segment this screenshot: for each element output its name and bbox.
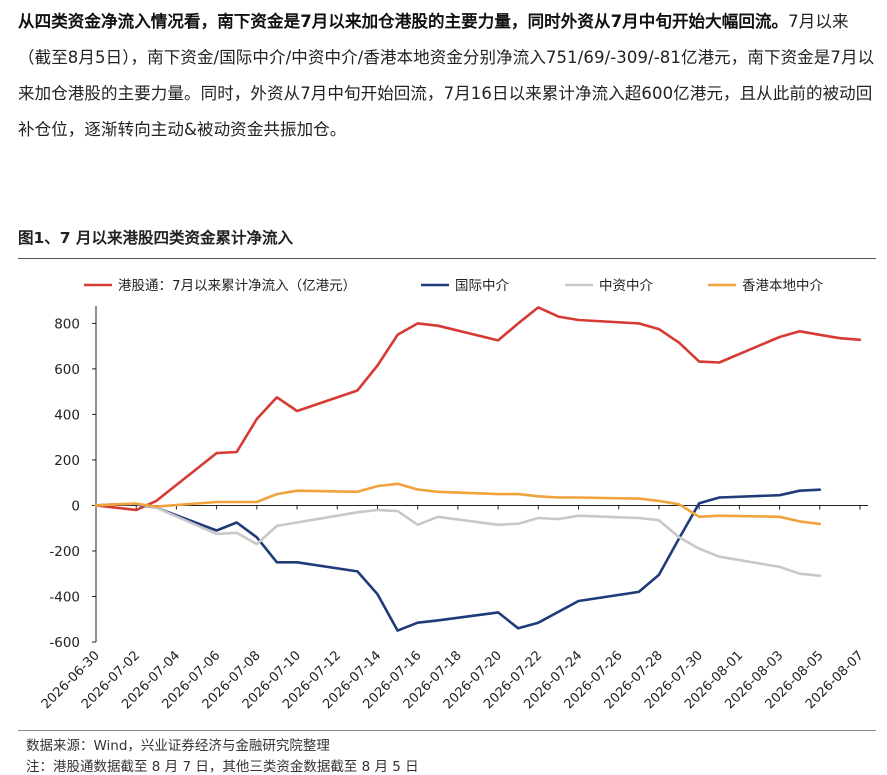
title-divider xyxy=(18,258,876,259)
legend-label-4: 香港本地中介 xyxy=(742,278,823,294)
y-tick-label: 400 xyxy=(54,407,80,423)
intro-body: 7月以来（截至8月5日），南下资金/国际中介/中资中介/香港本地资金分别净流入7… xyxy=(18,12,875,139)
figure-title: 图1、7 月以来港股四类资金累计净流入 xyxy=(18,229,293,247)
y-tick-label: -400 xyxy=(49,589,80,605)
y-tick-label: -600 xyxy=(49,635,80,651)
series-line-2 xyxy=(94,488,822,632)
series-line-4 xyxy=(94,482,822,526)
intro-paragraph: 从四类资金净流入情况看，南下资金是7月以来加仓港股的主要力量，同时外资从7月中旬… xyxy=(18,4,876,148)
legend-label-2: 国际中介 xyxy=(455,278,509,294)
chart-series xyxy=(94,306,862,632)
y-tick-label: 600 xyxy=(54,362,80,378)
y-tick-label: 200 xyxy=(54,453,80,469)
source-divider xyxy=(18,730,876,731)
line-chart: 港股通：7月以来累计净流入（亿港元） 国际中介 中资中介 香港本地中介 800 600 4… xyxy=(39,278,868,712)
y-tick-label: 800 xyxy=(54,316,80,332)
intro-lead: 从四类资金净流入情况看，南下资金是7月以来加仓港股的主要力量，同时外资从7月中旬… xyxy=(18,12,789,31)
legend-label-3: 中资中介 xyxy=(599,278,653,294)
series-line-3 xyxy=(94,502,822,578)
y-tick-label: -200 xyxy=(49,544,80,560)
data-note: 注：港股通数据截至 8 月 7 日，其他三类资金数据截至 8 月 5 日 xyxy=(26,759,419,775)
series-line-1 xyxy=(94,306,862,512)
chart-legend: 港股通：7月以来累计净流入（亿港元） 国际中介 中资中介 香港本地中介 xyxy=(84,278,823,294)
data-source: 数据来源：Wind，兴业证券经济与金融研究院整理 xyxy=(26,738,330,754)
y-tick-label: 0 xyxy=(71,498,80,514)
legend-label-1: 港股通：7月以来累计净流入（亿港元） xyxy=(118,278,356,294)
